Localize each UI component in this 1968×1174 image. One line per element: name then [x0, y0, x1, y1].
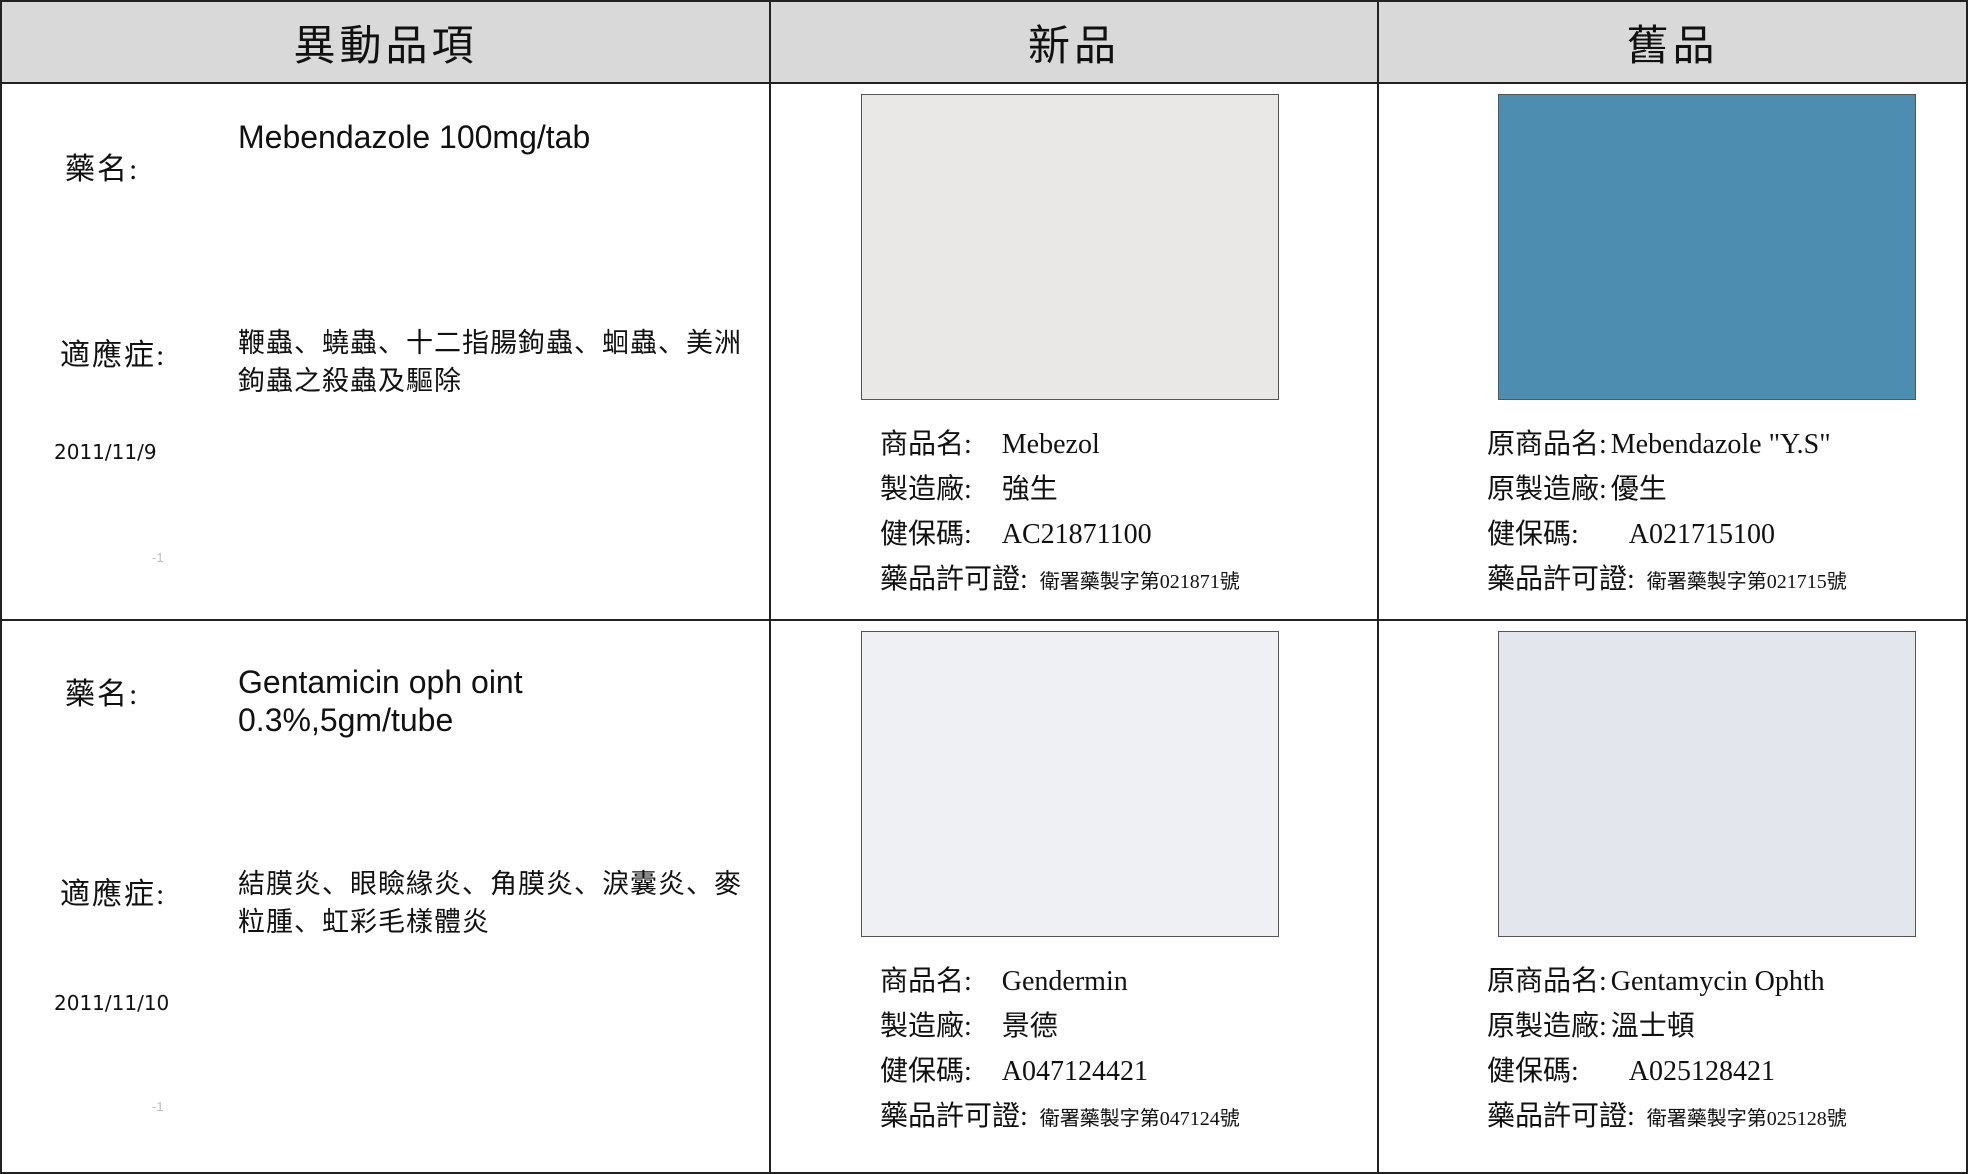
field-value: A025128421 [1628, 1056, 1776, 1087]
indication-label: 適應症: [60, 878, 167, 911]
product-photo [1498, 94, 1916, 400]
field-label: 原商品名: [1487, 429, 1607, 460]
note: -1 [152, 1099, 164, 1114]
field: 健保碼: A021715100 [1487, 512, 1775, 557]
field: 商品名: Mebezol [880, 422, 1100, 467]
field-label: 商品名: [880, 966, 972, 997]
field-label: 藥品許可證: [880, 564, 1028, 595]
field: 原製造廠: 優生 [1487, 467, 1667, 512]
field-value: A047124421 [1001, 1056, 1149, 1087]
field: 藥品許可證: 衛署藥製字第021871號 [880, 557, 1240, 605]
drug-name: Mebendazole 100mg/tab [238, 119, 591, 155]
date: 2011/11/10 [54, 991, 170, 1015]
item-cell: 藥名: Mebendazole 100mg/tab 適應症: 鞭蟲、蟯蟲、十二指腸鉤蟲… [0, 82, 771, 621]
header-cell: 新品 [769, 0, 1379, 84]
field: 原製造廠: 溫士頓 [1487, 1004, 1695, 1049]
field-value: Mebezol [1001, 429, 1100, 460]
field-value: 衛署藥製字第047124號 [1039, 1108, 1240, 1130]
field: 藥品許可證: 衛署藥製字第021715號 [1487, 557, 1847, 605]
new-cell: 商品名: Gendermin 製造廠: 景德 健保碼: A047124421 藥品許可證: 衛… [769, 619, 1379, 1174]
field-label: 原製造廠: [1487, 1011, 1607, 1042]
product-photo [861, 631, 1279, 937]
drug-label: 藥名: [65, 153, 140, 186]
field-value: Gentamycin Ophth [1610, 966, 1825, 997]
new-cell: 商品名: Mebezol 製造廠: 強生 健保碼: AC21871100 藥品許可證: 衛署藥… [769, 82, 1379, 621]
field-label: 藥品許可證: [1487, 564, 1635, 595]
drug-label: 藥名: [65, 678, 140, 711]
field: 原商品名: Gentamycin Ophth [1487, 959, 1825, 1004]
field: 製造廠: 強生 [880, 467, 1058, 512]
header-cell: 異動品項 [0, 0, 771, 84]
drug-name: Gentamicin oph oint 0.3%,5gm/tube [238, 664, 523, 738]
field-value: Gendermin [1001, 966, 1128, 997]
field: 藥品許可證: 衛署藥製字第047124號 [880, 1094, 1240, 1142]
field-label: 健保碼: [880, 1056, 972, 1087]
old-cell: 原商品名: Mebendazole "Y.S" 原製造廠: 優生 健保碼: A021715… [1377, 82, 1968, 621]
product-photo [1498, 631, 1916, 937]
field: 商品名: Gendermin [880, 959, 1128, 1004]
field: 製造廠: 景德 [880, 1004, 1058, 1049]
field-value: 強生 [1001, 474, 1058, 505]
field-label: 健保碼: [1487, 1056, 1579, 1087]
indication: 結膜炎、眼瞼緣炎、角膜炎、淚囊炎、麥粒腫、虹彩毛樣體炎 [238, 869, 742, 937]
item-cell: 藥名: Gentamicin oph oint 0.3%,5gm/tube 適應症:… [0, 619, 771, 1174]
field-value: 衛署藥製字第021871號 [1039, 571, 1240, 593]
field-value: Mebendazole "Y.S" [1610, 429, 1831, 460]
field-value: A021715100 [1628, 519, 1776, 550]
field-value: 溫士頓 [1610, 1011, 1695, 1042]
old-cell: 原商品名: Gentamycin Ophth 原製造廠: 溫士頓 健保碼: A025128… [1377, 619, 1968, 1174]
field-value: 衛署藥製字第025128號 [1646, 1108, 1847, 1130]
field: 健保碼: A025128421 [1487, 1049, 1775, 1094]
field-label: 原商品名: [1487, 966, 1607, 997]
indication: 鞭蟲、蟯蟲、十二指腸鉤蟲、蛔蟲、美洲鉤蟲之殺蟲及驅除 [238, 328, 742, 396]
field-value: 優生 [1610, 474, 1667, 505]
field-value: 景德 [1001, 1011, 1058, 1042]
field: 健保碼: A047124421 [880, 1049, 1148, 1094]
field: 藥品許可證: 衛署藥製字第025128號 [1487, 1094, 1847, 1142]
field-label: 製造廠: [880, 1011, 972, 1042]
note: -1 [152, 550, 164, 565]
date: 2011/11/9 [54, 440, 157, 464]
field: 健保碼: AC21871100 [880, 512, 1152, 557]
field-label: 製造廠: [880, 474, 972, 505]
field: 原商品名: Mebendazole "Y.S" [1487, 422, 1831, 467]
product-photo [861, 94, 1279, 400]
field-label: 藥品許可證: [1487, 1101, 1635, 1132]
field-label: 健保碼: [1487, 519, 1579, 550]
header-cell: 舊品 [1377, 0, 1968, 84]
field-label: 原製造廠: [1487, 474, 1607, 505]
indication-label: 適應症: [60, 339, 167, 372]
field-label: 商品名: [880, 429, 972, 460]
field-label: 健保碼: [880, 519, 972, 550]
field-label: 藥品許可證: [880, 1101, 1028, 1132]
field-value: 衛署藥製字第021715號 [1646, 571, 1847, 593]
field-value: AC21871100 [1001, 519, 1152, 550]
